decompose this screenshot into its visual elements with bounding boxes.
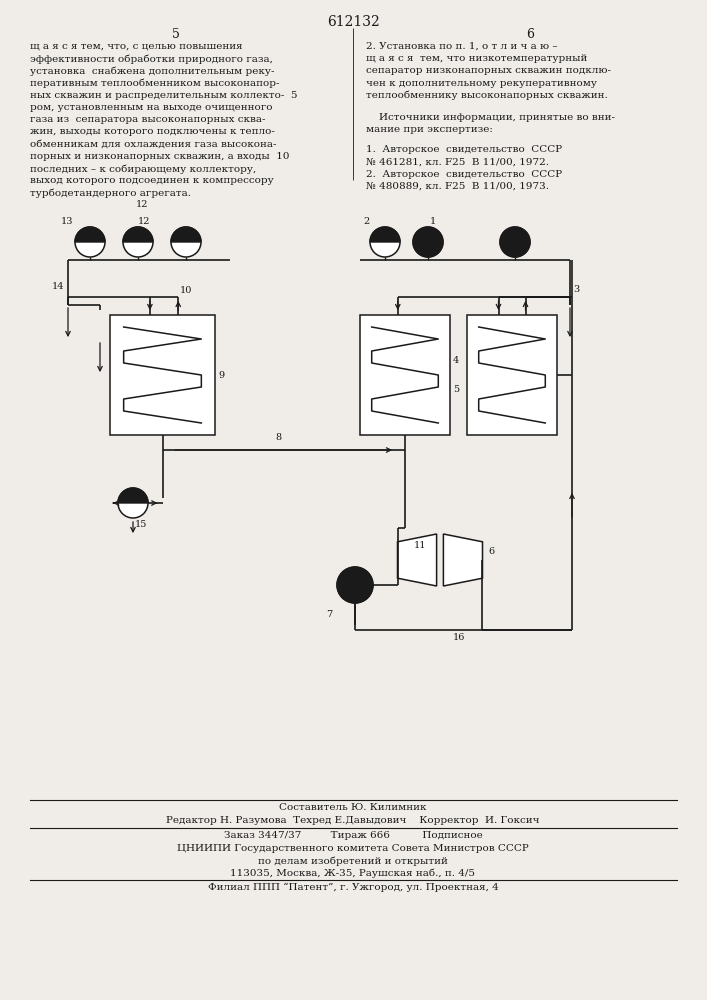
Text: 12: 12 xyxy=(138,217,151,226)
Text: 11: 11 xyxy=(414,540,426,550)
Text: 9: 9 xyxy=(218,370,224,379)
Text: № 480889, кл. F25  В 11/00, 1973.: № 480889, кл. F25 В 11/00, 1973. xyxy=(366,182,549,191)
Text: щ а я с я тем, что, с целью повышения: щ а я с я тем, что, с целью повышения xyxy=(30,42,243,51)
Polygon shape xyxy=(75,227,105,242)
Text: 1.  Авторское  свидетельство  СССР: 1. Авторское свидетельство СССР xyxy=(366,145,562,154)
Text: 2. Установка по п. 1, о т л и ч а ю –: 2. Установка по п. 1, о т л и ч а ю – xyxy=(366,42,558,51)
Polygon shape xyxy=(118,488,148,503)
Text: теплообменнику высоконапорных скважин.: теплообменнику высоконапорных скважин. xyxy=(366,91,608,100)
Text: 5: 5 xyxy=(172,28,180,41)
Circle shape xyxy=(123,227,153,257)
Text: перативным теплообменником высоконапор-: перативным теплообменником высоконапор- xyxy=(30,79,279,88)
Text: № 461281, кл. F25  В 11/00, 1972.: № 461281, кл. F25 В 11/00, 1972. xyxy=(366,158,549,167)
Text: Заказ 3447/37         Тираж 666          Подписное: Заказ 3447/37 Тираж 666 Подписное xyxy=(223,831,482,840)
Text: 2: 2 xyxy=(363,217,370,226)
Circle shape xyxy=(118,488,148,518)
Text: установка  снабжена дополнительным реку-: установка снабжена дополнительным реку- xyxy=(30,66,274,76)
Text: турбодетандерного агрегата.: турбодетандерного агрегата. xyxy=(30,188,191,198)
Text: ных скважин и распределительным коллекто-  5: ных скважин и распределительным коллекто… xyxy=(30,91,298,100)
Text: щ а я с я  тем, что низкотемпературный: щ а я с я тем, что низкотемпературный xyxy=(366,54,588,63)
Text: ром, установленным на выходе очищенного: ром, установленным на выходе очищенного xyxy=(30,103,272,112)
Circle shape xyxy=(75,227,105,257)
Polygon shape xyxy=(370,227,400,242)
Polygon shape xyxy=(123,227,153,242)
Circle shape xyxy=(171,227,201,257)
Text: Редактор Н. Разумова  Техред Е.Давыдович    Корректор  И. Гоксич: Редактор Н. Разумова Техред Е.Давыдович … xyxy=(166,816,539,825)
Text: 7: 7 xyxy=(326,610,332,619)
Circle shape xyxy=(337,567,373,603)
Polygon shape xyxy=(171,227,201,242)
Text: газа из  сепаратора высоконапорных сква-: газа из сепаратора высоконапорных сква- xyxy=(30,115,266,124)
Bar xyxy=(467,315,557,435)
Circle shape xyxy=(500,227,530,257)
Text: выход которого подсоединен к компрессору: выход которого подсоединен к компрессору xyxy=(30,176,274,185)
Text: 12: 12 xyxy=(136,200,148,209)
Text: сепаратор низконапорных скважин подклю-: сепаратор низконапорных скважин подклю- xyxy=(366,66,611,75)
Text: 113035, Москва, Ж-35, Раушская наб., п. 4/5: 113035, Москва, Ж-35, Раушская наб., п. … xyxy=(230,868,476,878)
Text: 6: 6 xyxy=(526,28,534,41)
Text: эффективности обработки природного газа,: эффективности обработки природного газа, xyxy=(30,54,273,64)
Text: чен к дополнительному рекуперативному: чен к дополнительному рекуперативному xyxy=(366,79,597,88)
Circle shape xyxy=(413,227,443,257)
Text: 612132: 612132 xyxy=(327,15,380,29)
Text: порных и низконапорных скважин, а входы  10: порных и низконапорных скважин, а входы … xyxy=(30,152,289,161)
Text: 10: 10 xyxy=(180,286,192,295)
Text: жин, выходы которого подключены к тепло-: жин, выходы которого подключены к тепло- xyxy=(30,127,275,136)
Text: Источники информации, принятые во вни-: Источники информации, принятые во вни- xyxy=(366,113,615,122)
Circle shape xyxy=(370,227,400,257)
Text: ЦНИИПИ Государственного комитета Совета Министров СССР: ЦНИИПИ Государственного комитета Совета … xyxy=(177,844,529,853)
Text: Составитель Ю. Килимник: Составитель Ю. Килимник xyxy=(279,803,427,812)
Text: 5: 5 xyxy=(453,385,459,394)
Text: 2.  Авторское  свидетельство  СССР: 2. Авторское свидетельство СССР xyxy=(366,170,562,179)
Text: 13: 13 xyxy=(61,217,73,226)
Text: 15: 15 xyxy=(135,520,147,529)
Bar xyxy=(360,315,450,435)
Text: последних – к собирающему коллектору,: последних – к собирающему коллектору, xyxy=(30,164,256,174)
Text: 6: 6 xyxy=(488,548,494,556)
Text: по делам изобретений и открытий: по делам изобретений и открытий xyxy=(258,856,448,865)
Text: 16: 16 xyxy=(452,633,464,642)
Text: 3: 3 xyxy=(573,285,579,294)
Polygon shape xyxy=(443,534,482,586)
Text: 14: 14 xyxy=(52,282,64,291)
Text: 4: 4 xyxy=(453,356,460,365)
Text: 1: 1 xyxy=(430,217,436,226)
Polygon shape xyxy=(397,534,437,586)
Bar xyxy=(110,315,215,435)
Text: обменникам для охлаждения газа высокона-: обменникам для охлаждения газа высокона- xyxy=(30,140,276,149)
Text: мание при экспертизе:: мание при экспертизе: xyxy=(366,125,493,134)
Text: 8: 8 xyxy=(276,433,282,442)
Text: Филиал ППП “Патент”, г. Ужгород, ул. Проектная, 4: Филиал ППП “Патент”, г. Ужгород, ул. Про… xyxy=(208,883,498,892)
